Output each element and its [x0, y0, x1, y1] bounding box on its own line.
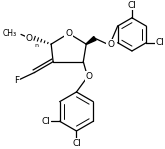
Text: O: O — [86, 72, 93, 81]
Text: Cl: Cl — [155, 38, 164, 47]
Text: Cl: Cl — [128, 1, 136, 10]
Text: O: O — [26, 34, 33, 43]
Polygon shape — [86, 37, 96, 44]
Text: O: O — [107, 40, 114, 49]
Text: Cl: Cl — [42, 117, 50, 126]
Text: CH₃: CH₃ — [3, 29, 17, 38]
Text: n: n — [34, 43, 39, 48]
Text: O: O — [65, 29, 72, 38]
Text: F: F — [15, 76, 20, 85]
Text: Cl: Cl — [72, 139, 81, 148]
